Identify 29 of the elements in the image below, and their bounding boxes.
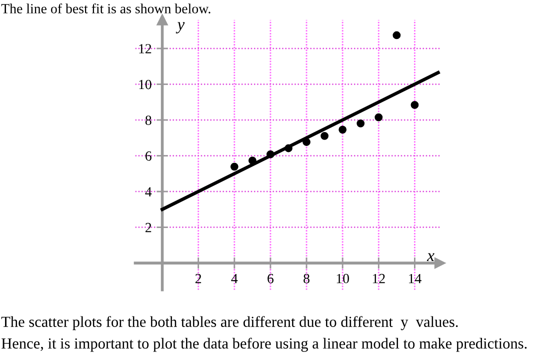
text: The scatter plots for the both tables are different due to different y values.	[1, 316, 458, 330]
x-tick-label: 6	[268, 274, 274, 284]
point	[266, 150, 274, 158]
x-tick-label: 14	[408, 274, 422, 284]
y-tick-label: 8	[145, 116, 152, 125]
point	[356, 119, 365, 128]
x-tick-label: 2	[195, 274, 202, 284]
y-axis-title: y	[176, 22, 185, 34]
x-tick-label: 12	[372, 274, 385, 284]
point	[284, 144, 292, 152]
point	[338, 126, 347, 134]
x-tick-label: 4	[231, 274, 238, 284]
x-tick-label: 10	[336, 274, 349, 284]
text: Hence, it is important to plot the data before using a linear model to make predictions.	[2, 338, 527, 352]
y-tick-label: 2	[146, 222, 152, 232]
y-tick-label: 4	[145, 187, 152, 196]
point	[230, 162, 238, 171]
point	[392, 31, 401, 40]
y-tick-label: 6	[146, 151, 152, 161]
point	[248, 156, 256, 165]
x-axis-title: x	[426, 253, 434, 261]
point	[410, 101, 419, 109]
point	[320, 132, 329, 140]
y-tick-label: 10	[139, 80, 152, 90]
y-tick-label: 12	[139, 44, 152, 54]
x-tick-label: 8	[304, 274, 310, 284]
point	[374, 113, 383, 122]
chart-title: The line of best fit is as shown below.	[1, 3, 210, 14]
point	[302, 138, 310, 146]
